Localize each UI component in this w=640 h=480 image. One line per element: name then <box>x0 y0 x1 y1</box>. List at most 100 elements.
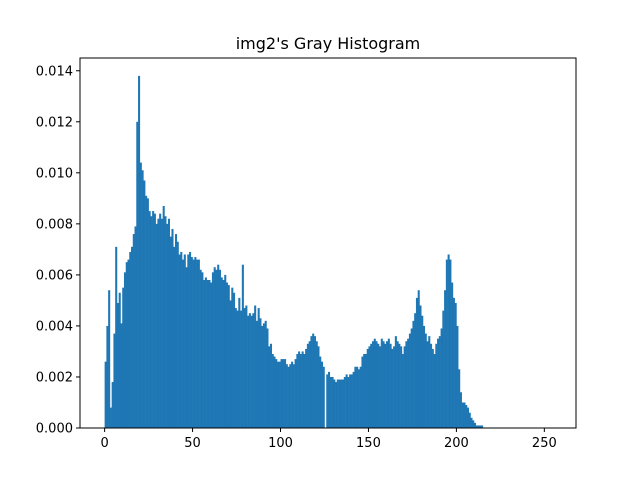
histogram-bar <box>125 262 128 428</box>
histogram-bar <box>440 328 443 428</box>
histogram-bar <box>331 376 334 428</box>
histogram-bar <box>215 269 218 428</box>
histogram-bar <box>382 341 385 428</box>
histogram-bar <box>322 366 325 428</box>
histogram-bar <box>222 280 225 428</box>
y-tick-label: 0.000 <box>36 422 73 437</box>
histogram-bar <box>465 405 468 428</box>
y-tick-label: 0.010 <box>36 166 73 181</box>
histogram-bar <box>354 366 357 428</box>
histogram-bar <box>160 218 163 428</box>
histogram-bar <box>213 267 216 428</box>
histogram-bar <box>231 287 234 428</box>
histogram-bar <box>224 274 227 428</box>
histogram-bar <box>366 348 369 428</box>
histogram-bar <box>368 346 371 428</box>
histogram-bar <box>109 407 112 428</box>
histogram-bar <box>159 213 162 428</box>
histogram-bar <box>178 254 181 428</box>
histogram-bar <box>475 425 478 428</box>
histogram-bar <box>166 223 169 428</box>
histogram-bar <box>257 308 260 428</box>
histogram-bar <box>271 354 274 428</box>
histogram-bar <box>236 310 239 428</box>
histogram-bar <box>393 346 396 428</box>
histogram-bar <box>225 282 229 428</box>
histogram-bar <box>234 308 237 428</box>
histogram-bar <box>273 356 276 428</box>
histogram-bar <box>204 277 207 428</box>
histogram-bar <box>461 402 464 428</box>
histogram-bar <box>459 392 462 428</box>
histogram-bar <box>210 282 213 428</box>
histogram-bar <box>363 354 366 428</box>
histogram-bar <box>342 379 345 428</box>
histogram-bar <box>349 374 352 428</box>
y-tick-label: 0.014 <box>36 64 73 79</box>
histogram-bar <box>428 336 431 428</box>
histogram-bar <box>396 341 399 428</box>
histogram-bar <box>298 351 301 428</box>
histogram-bar <box>116 302 119 428</box>
histogram-bar <box>164 216 167 428</box>
histogram-bar <box>435 343 438 428</box>
histogram-bar <box>250 315 253 428</box>
histogram-bar <box>398 343 401 428</box>
histogram-bars <box>104 75 484 429</box>
y-tick-label: 0.002 <box>36 370 73 385</box>
histogram-bar <box>356 366 359 428</box>
plot-frame <box>79 57 577 429</box>
histogram-bar <box>364 354 367 428</box>
y-tick-label: 0.012 <box>36 115 73 130</box>
histogram-bar <box>197 259 200 428</box>
histogram-bar <box>196 259 199 428</box>
histogram-bar <box>414 313 417 428</box>
histogram-bar <box>261 325 264 428</box>
histogram-bar <box>313 336 316 428</box>
histogram-bar <box>320 361 324 428</box>
histogram-bar <box>268 346 271 428</box>
histogram-bar <box>118 292 121 428</box>
histogram-bar <box>276 361 280 428</box>
histogram-bar <box>291 361 294 428</box>
histogram-bar <box>127 259 130 428</box>
y-tick-label: 0.006 <box>36 268 73 283</box>
histogram-bar <box>247 315 250 428</box>
histogram-bar <box>171 228 174 428</box>
histogram-bar <box>326 374 329 428</box>
histogram-bar <box>203 280 206 428</box>
histogram-bar <box>122 287 125 428</box>
histogram-bar <box>233 292 236 428</box>
histogram-bar <box>447 254 450 428</box>
histogram-bar <box>145 195 148 428</box>
histogram-bar <box>141 170 144 428</box>
histogram-bar <box>254 305 257 428</box>
histogram-bar <box>389 343 392 428</box>
histogram-bar <box>410 328 413 428</box>
histogram-bar <box>220 277 223 428</box>
histogram-bar <box>153 213 156 428</box>
histogram-bar <box>218 269 222 428</box>
histogram-bar <box>185 267 188 428</box>
histogram-bar <box>248 313 251 428</box>
histogram-bar <box>437 338 440 428</box>
histogram-bar <box>296 354 299 428</box>
histogram-bar <box>241 264 244 428</box>
histogram-bar <box>162 206 165 428</box>
histogram-bar <box>287 366 290 428</box>
histogram-bar <box>394 336 397 428</box>
histogram-bar <box>104 361 107 428</box>
histogram-bar <box>289 364 292 428</box>
histogram-bar <box>468 412 471 428</box>
histogram-bar <box>408 333 411 428</box>
histogram-bar <box>155 223 158 428</box>
histogram-bar <box>412 320 415 428</box>
histogram-bar <box>442 310 445 428</box>
histogram-bar <box>403 346 406 428</box>
histogram-bar <box>405 341 408 428</box>
x-axis: 0 50 100 150 200 250 <box>100 428 557 451</box>
histogram-bar <box>131 246 134 428</box>
histogram-bar <box>345 374 348 428</box>
histogram-bar <box>176 241 179 428</box>
histogram-bar <box>206 280 209 428</box>
